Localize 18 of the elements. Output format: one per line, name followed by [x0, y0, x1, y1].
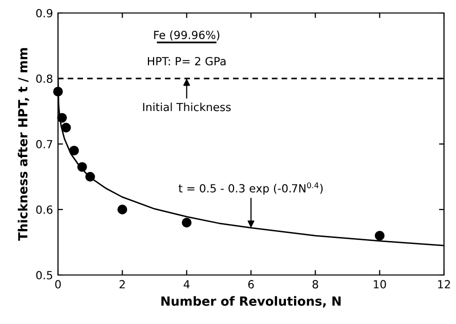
y-tick-label: 0.8 [36, 74, 52, 83]
y-tick-label: 0.6 [36, 205, 52, 214]
x-tick-label: 0 [55, 280, 61, 288]
x-tick-label: 2 [120, 280, 125, 288]
x-tick-label: 10 [374, 280, 386, 288]
y-tick-label: 0.9 [36, 8, 52, 18]
x-tick-label: 12 [438, 280, 450, 288]
x-tick-label: 4 [184, 280, 190, 288]
x-tick-label: 6 [248, 280, 254, 288]
y-axis-title: Thickness after HPT, t / mm [18, 48, 30, 241]
x-axis-title: Number of Revolutions, N [161, 296, 341, 308]
y-tick-label: 0.7 [36, 140, 52, 148]
annotation: Fe (99.96%) [154, 30, 220, 40]
x-tick-label: 8 [312, 280, 318, 288]
y-tick-label: 0.5 [36, 270, 52, 280]
annotation: HPT: P= 2 GPa [148, 56, 226, 66]
annotation: t = 0.5 - 0.3 exp (-0.7N$^{0.4}$) [178, 182, 323, 195]
legend-label: Initial Thickness [143, 102, 231, 112]
